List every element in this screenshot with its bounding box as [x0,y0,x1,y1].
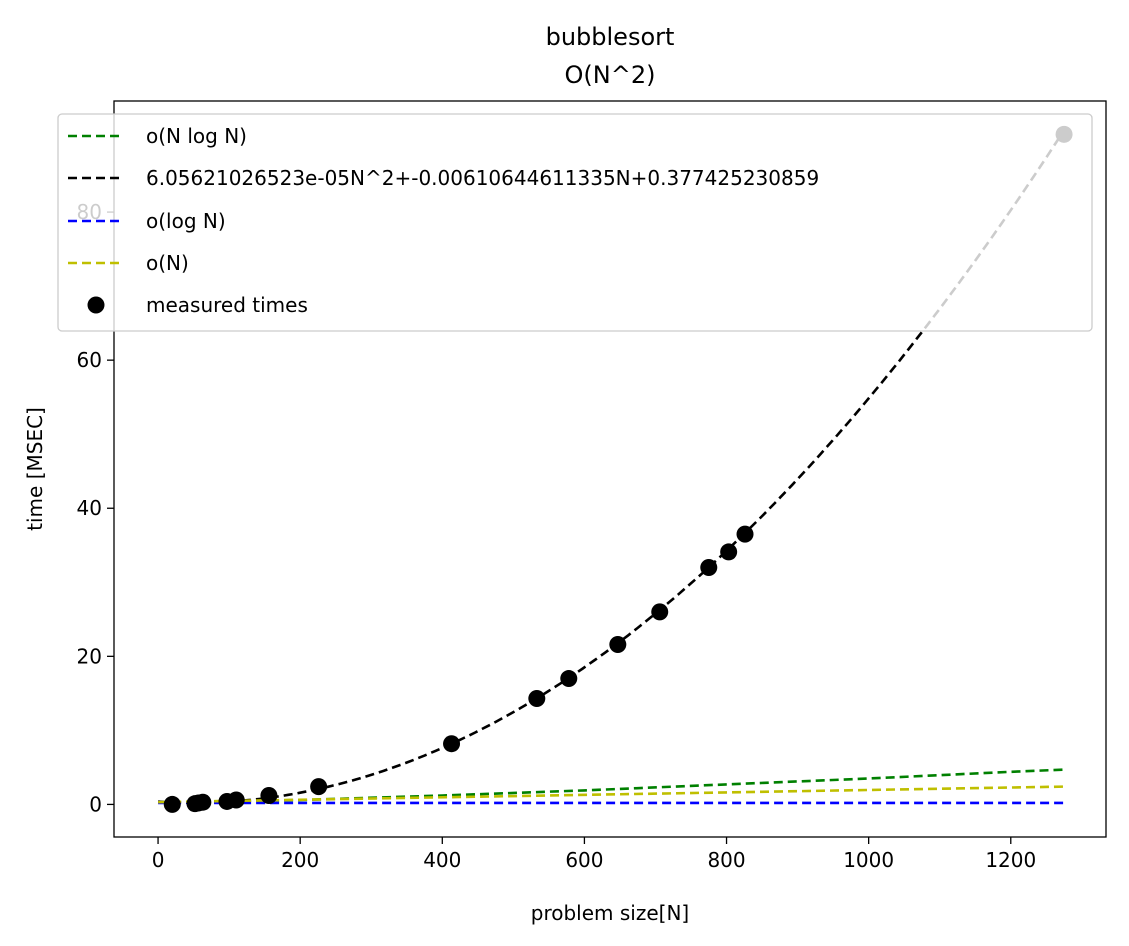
legend-label: o(N) [146,251,189,275]
data-point [260,787,278,805]
legend: o(N log N) 6.05621026523e-05N^2+-0.006106… [57,113,1093,332]
data-point [700,558,718,576]
x-tick-label: 1000 [843,848,894,872]
data-point [651,603,669,621]
x-tick-label: 800 [707,848,745,872]
data-point [720,543,738,561]
chart-title: bubblesort [546,23,675,51]
series-line-3 [158,785,1065,804]
x-tick-label: 1200 [985,848,1036,872]
data-point [528,690,546,708]
x-tick-label: 0 [152,848,165,872]
chart-subtitle: O(N^2) [565,61,656,89]
x-tick-label: 400 [423,848,461,872]
data-point [560,670,578,688]
x-tick-label: 600 [565,848,603,872]
x-axis-label: problem size[N] [531,901,689,925]
data-point [227,791,245,809]
data-point [443,735,461,753]
y-tick-label: 20 [77,644,102,668]
data-point [736,525,754,543]
legend-label: measured times [146,293,308,317]
data-point [609,635,627,653]
y-tick-label: 40 [77,496,102,520]
y-tick-label: 60 [77,348,102,372]
data-point [310,778,328,796]
legend-box [57,113,1093,332]
legend-label: o(log N) [146,209,226,233]
data-point [194,793,212,811]
x-axis: 0 200 400 600 800 1000 1200 [152,837,1036,872]
legend-marker [87,296,105,314]
legend-label: 6.05621026523e-05N^2+-0.00610644611335N+… [146,166,819,190]
legend-label: o(N log N) [146,124,247,148]
x-tick-label: 200 [281,848,319,872]
plot-frame [113,100,1107,838]
y-axis-label: time [MSEC] [23,407,47,531]
y-tick-label: 0 [89,792,102,816]
fit-curve [158,129,1066,805]
series-line-0 [158,768,1065,804]
data-point [163,795,181,813]
